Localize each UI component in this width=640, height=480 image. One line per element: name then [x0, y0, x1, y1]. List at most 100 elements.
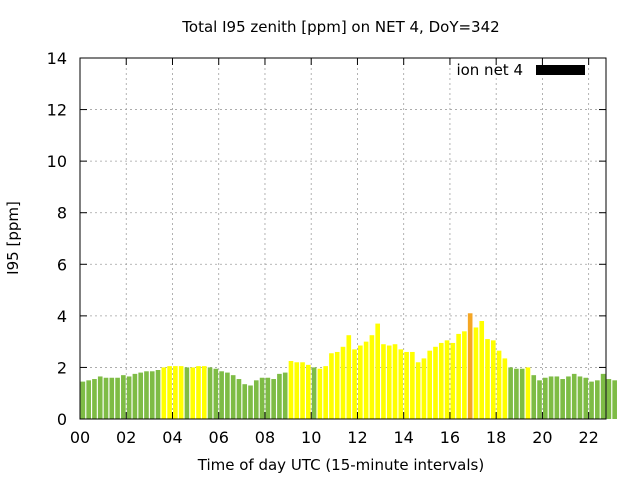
- x-tick-label: 08: [255, 428, 275, 447]
- bar: [196, 366, 201, 419]
- bar: [392, 344, 398, 419]
- bar: [433, 346, 438, 419]
- y-tick-label: 8: [57, 204, 67, 223]
- bar: [444, 340, 450, 419]
- bar: [294, 362, 300, 419]
- x-tick-label: 22: [578, 428, 598, 447]
- bar: [248, 385, 253, 419]
- bar: [600, 373, 606, 419]
- bar: [277, 373, 282, 419]
- bar: [167, 366, 172, 419]
- y-tick-label: 12: [47, 101, 67, 120]
- x-tick-label: 04: [162, 428, 182, 447]
- bar: [253, 380, 259, 419]
- bar: [329, 353, 334, 419]
- x-tick-label: 12: [347, 428, 367, 447]
- y-tick-label: 10: [47, 152, 67, 171]
- bar: [259, 377, 265, 419]
- plot-frame: [79, 57, 607, 420]
- x-tick-labels: 00 02 04 06 08 10 12 14 16 18 20 22: [70, 428, 599, 447]
- y-tick-label: 14: [47, 49, 67, 68]
- bar: [161, 367, 167, 419]
- x-tick-label: 06: [209, 428, 229, 447]
- bar: [300, 362, 305, 419]
- bar: [502, 358, 508, 419]
- tick-marks: [79, 57, 606, 420]
- legend-label: ion net 4: [456, 61, 523, 79]
- y-tick-label: 2: [57, 358, 67, 377]
- x-axis-label: Time of day UTC (15-minute intervals): [197, 456, 484, 474]
- bar: [438, 342, 444, 419]
- bar: [92, 379, 97, 419]
- bar: [144, 371, 149, 419]
- bar: [288, 360, 294, 419]
- bar: [386, 345, 392, 419]
- x-tick-label: 00: [70, 428, 90, 447]
- bar: [236, 379, 242, 419]
- bar: [554, 376, 560, 419]
- bar: [219, 371, 224, 419]
- bar: [525, 367, 531, 419]
- bar: [566, 376, 571, 419]
- x-tick-label: 18: [486, 428, 506, 447]
- chart-title: Total I95 zenith [ppm] on NET 4, DoY=342: [181, 18, 499, 36]
- bar: [363, 341, 369, 419]
- bar: [542, 377, 548, 419]
- y-tick-label: 6: [57, 255, 67, 274]
- y-tick-label: 0: [57, 410, 67, 429]
- bar: [265, 377, 271, 419]
- bar: [462, 331, 467, 419]
- bar: [242, 384, 248, 419]
- legend-swatch: [536, 65, 585, 75]
- bar: [531, 375, 537, 419]
- bar: [80, 381, 86, 419]
- bar: [190, 367, 196, 419]
- bar: [149, 371, 155, 419]
- bar: [485, 339, 490, 419]
- bar: [155, 370, 161, 419]
- bar: [358, 345, 363, 419]
- y-tick-labels: 0 2 4 6 8 10 12 14: [47, 49, 67, 429]
- bar: [340, 346, 346, 419]
- x-tick-label: 16: [440, 428, 460, 447]
- bar: [577, 376, 583, 419]
- bar: [178, 366, 184, 419]
- bar: [201, 366, 207, 419]
- bar: [103, 377, 109, 419]
- bar: [398, 349, 404, 419]
- bar: [207, 367, 213, 419]
- bar: [173, 366, 178, 419]
- bar: [612, 380, 617, 419]
- bar: [346, 335, 352, 419]
- bar: [548, 376, 554, 419]
- bar: [86, 380, 91, 419]
- bar: [560, 379, 565, 419]
- y-tick-label: 4: [57, 307, 67, 326]
- bar: [306, 364, 311, 419]
- bar: [514, 368, 519, 419]
- bar: [589, 381, 594, 419]
- bar: [230, 375, 236, 419]
- bar: [109, 377, 115, 419]
- bar: [508, 367, 513, 419]
- bar: [496, 350, 502, 419]
- x-tick-label: 14: [394, 428, 414, 447]
- bar: [184, 367, 190, 419]
- legend: ion net 4: [456, 61, 585, 79]
- bar: [121, 375, 126, 419]
- bar: [213, 368, 219, 419]
- bar: [519, 368, 525, 419]
- bar: [126, 376, 132, 419]
- bar: [450, 342, 456, 419]
- bar: [369, 335, 375, 419]
- bar: [427, 350, 433, 419]
- bar: [479, 321, 485, 419]
- bar: [467, 313, 473, 419]
- bar: [537, 380, 542, 419]
- bar: [606, 379, 612, 419]
- bar: [415, 362, 421, 419]
- x-tick-label: 02: [116, 428, 136, 447]
- bar: [317, 368, 323, 419]
- bar: [334, 351, 340, 419]
